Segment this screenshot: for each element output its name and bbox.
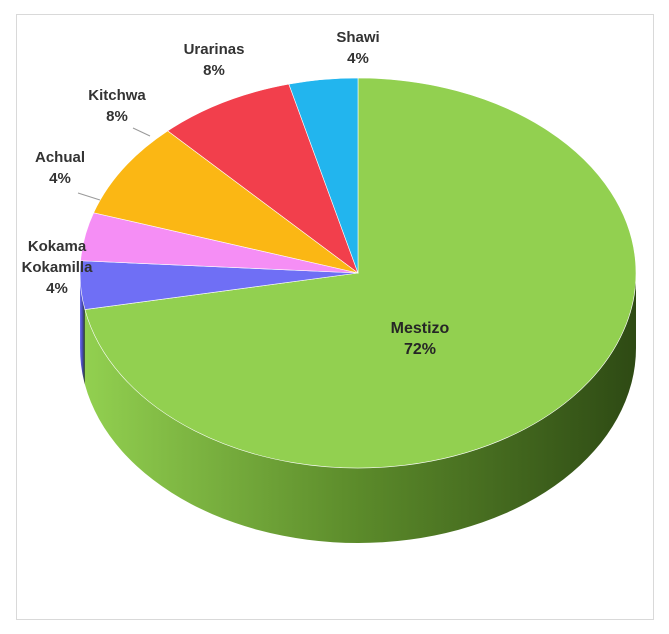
pie-side-kokama-kokamilla	[80, 273, 85, 385]
slice-name-kokama-kokamilla: Kokamilla	[22, 259, 94, 276]
data-label-shawi: Shawi 4%	[336, 29, 379, 67]
slice-name-urarinas: Urarinas	[184, 41, 245, 58]
slice-name-mestizo: Mestizo	[391, 320, 450, 337]
pie-slice-urarinas[interactable]	[167, 83, 359, 274]
data-label-urarinas: Urarinas 8%	[184, 41, 245, 79]
slice-name-shawi: Shawi	[336, 29, 379, 46]
slice-value-shawi: 4%	[347, 50, 369, 67]
slice-name-achual: Achual	[35, 149, 85, 166]
leader-line-achual	[77, 192, 101, 201]
pie-side-mestizo	[84, 273, 637, 544]
data-label-mestizo: Mestizo 72%	[391, 320, 450, 358]
slice-value-kitchwa: 8%	[106, 108, 128, 125]
data-label-achual: Achual 4%	[35, 149, 101, 201]
leader-line-kitchwa	[132, 127, 151, 137]
pie-slice-kitchwa[interactable]	[93, 130, 359, 274]
slice-value-achual: 4%	[49, 170, 71, 187]
pie-slice-mestizo[interactable]	[84, 77, 637, 469]
data-label-kokama-kokamilla: Kokama Kokamilla 4%	[22, 238, 94, 297]
slice-name-kokama-kokamilla: Kokama	[28, 238, 87, 255]
slice-value-urarinas: 8%	[203, 62, 225, 79]
slice-name-kitchwa: Kitchwa	[88, 87, 146, 104]
slice-value-mestizo: 72%	[404, 341, 436, 358]
slice-value-kokama-kokamilla: 4%	[46, 280, 68, 297]
data-label-kitchwa: Kitchwa 8%	[88, 87, 151, 137]
pie-slice-shawi[interactable]	[288, 77, 359, 274]
